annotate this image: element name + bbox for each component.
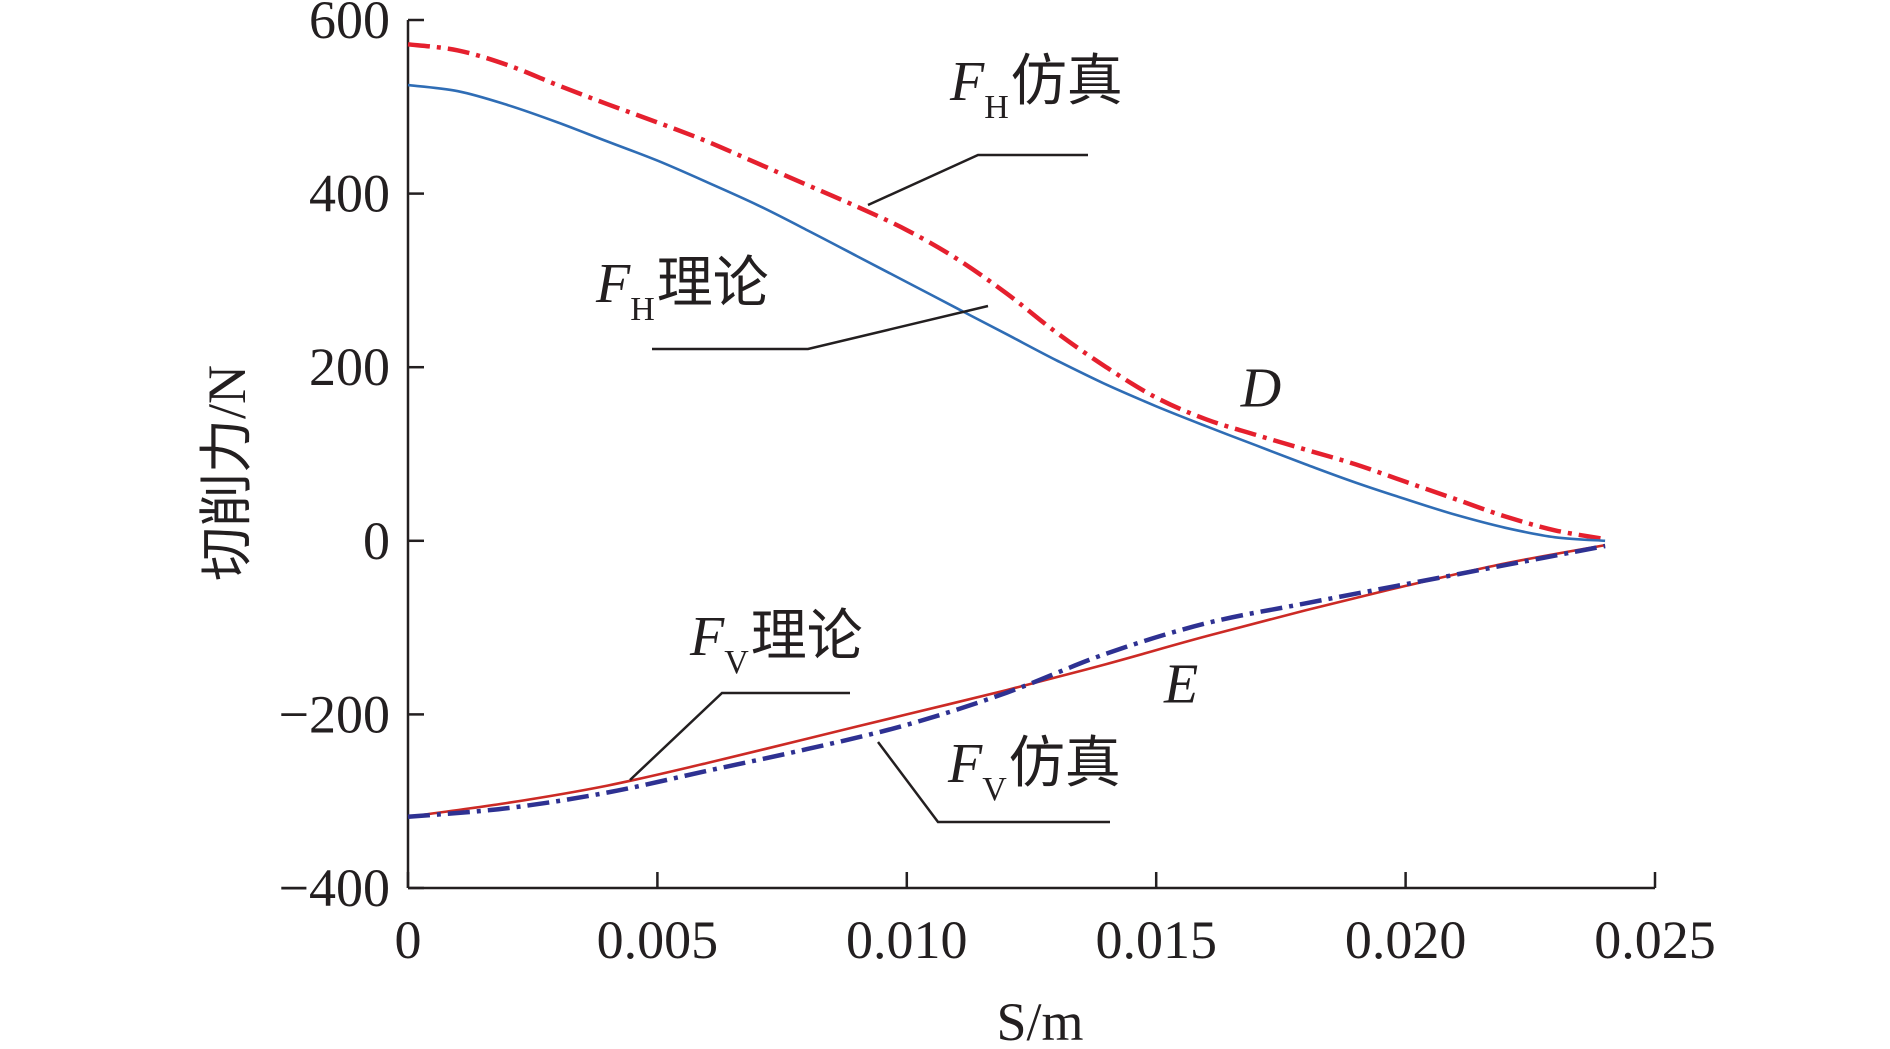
- y-tick-label: −400: [279, 858, 390, 918]
- y-tick-label: 400: [309, 164, 390, 224]
- annotation-leaders: [629, 153, 1110, 824]
- y-tick-label: 600: [309, 0, 390, 50]
- x-tick-label: 0.020: [1345, 910, 1467, 970]
- x-tick-label: 0.010: [846, 910, 968, 970]
- x-tick-label: 0.005: [597, 910, 719, 970]
- leader-fv-theory: [629, 691, 850, 781]
- point-label-e: E: [1163, 653, 1198, 715]
- series-fv-simulation-line: [407, 543, 1606, 820]
- label-fv-theory: FV理论: [689, 606, 863, 681]
- leader-fh-simulation: [867, 153, 1088, 207]
- y-tick-label: −200: [279, 684, 390, 744]
- y-tick-label: 0: [363, 511, 390, 571]
- label-fv-simulation: FV仿真: [947, 733, 1121, 808]
- series-fh-theory-line: [407, 83, 1606, 543]
- leader-fh-theory: [652, 304, 989, 351]
- y-tick-label: 200: [309, 337, 390, 397]
- x-axis-title: S/m: [996, 992, 1083, 1049]
- x-tick-label: 0.025: [1594, 910, 1716, 970]
- point-label-d: D: [1240, 357, 1281, 419]
- series-layer: [407, 42, 1606, 820]
- label-fh-theory: FH理论: [595, 253, 769, 328]
- plot-axes: [406, 20, 1655, 890]
- label-fh-simulation: FH仿真: [949, 51, 1123, 126]
- x-tick-label: 0.015: [1095, 910, 1217, 970]
- x-tick-label: 0: [395, 910, 422, 970]
- annotation-labels: FH仿真 FH理论 FV理论 FV仿真 D E: [595, 51, 1281, 808]
- series-fv-theory-line: [407, 543, 1606, 819]
- leader-fv-simulation: [877, 741, 1110, 824]
- y-axis-title: 切削力/N: [197, 365, 257, 581]
- series-fh-simulation-line: [407, 42, 1606, 542]
- axis-ticks: 0 0.005 0.010 0.015 0.020 0.025 −400 −200 0 200 40…: [279, 0, 1716, 970]
